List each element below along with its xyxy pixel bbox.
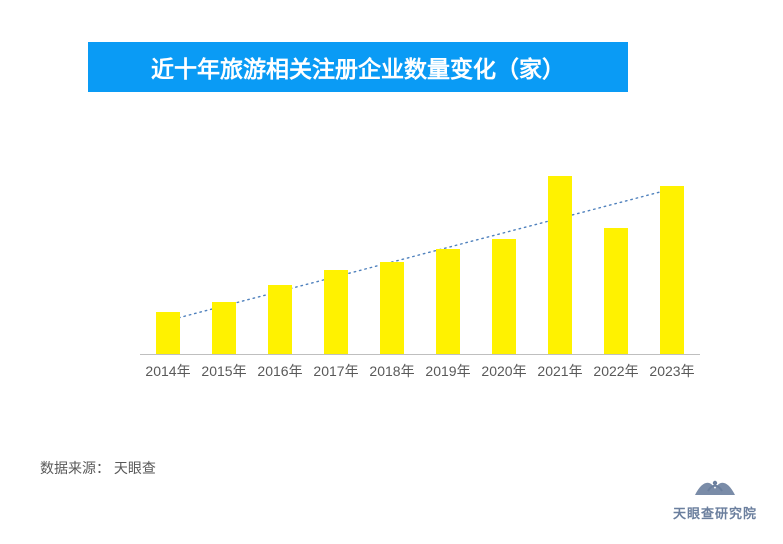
chart-plot (140, 145, 700, 355)
bar (212, 302, 236, 355)
bar (548, 176, 572, 355)
x-axis-label: 2016年 (252, 361, 308, 381)
bar (324, 270, 348, 354)
x-axis-label: 2017年 (308, 361, 364, 381)
bar (604, 228, 628, 354)
x-axis-label: 2023年 (644, 361, 700, 381)
bar (660, 186, 684, 354)
watermark-logo-icon (692, 473, 738, 501)
bar (156, 312, 180, 354)
chart-title-text: 近十年旅游相关注册企业数量变化（家） (151, 50, 565, 84)
x-axis-label: 2019年 (420, 361, 476, 381)
x-axis-label: 2021年 (532, 361, 588, 381)
x-axis-label: 2014年 (140, 361, 196, 381)
source-label: 数据来源： (40, 460, 110, 476)
x-axis-label: 2022年 (588, 361, 644, 381)
bar (436, 249, 460, 354)
chart-title-bar: 近十年旅游相关注册企业数量变化（家） (88, 42, 628, 92)
watermark: 天眼查研究院 (673, 473, 757, 522)
bar (380, 262, 404, 354)
watermark-text: 天眼查研究院 (673, 503, 757, 522)
x-axis-label: 2020年 (476, 361, 532, 381)
chart-area: 2014年2015年2016年2017年2018年2019年2020年2021年… (140, 145, 700, 385)
bar (492, 239, 516, 355)
x-axis: 2014年2015年2016年2017年2018年2019年2020年2021年… (140, 361, 700, 381)
x-axis-label: 2018年 (364, 361, 420, 381)
bar (268, 285, 292, 354)
x-axis-label: 2015年 (196, 361, 252, 381)
data-source: 数据来源： 天眼查 (40, 458, 156, 478)
source-value: 天眼查 (114, 460, 156, 476)
trendline-line (168, 189, 672, 321)
